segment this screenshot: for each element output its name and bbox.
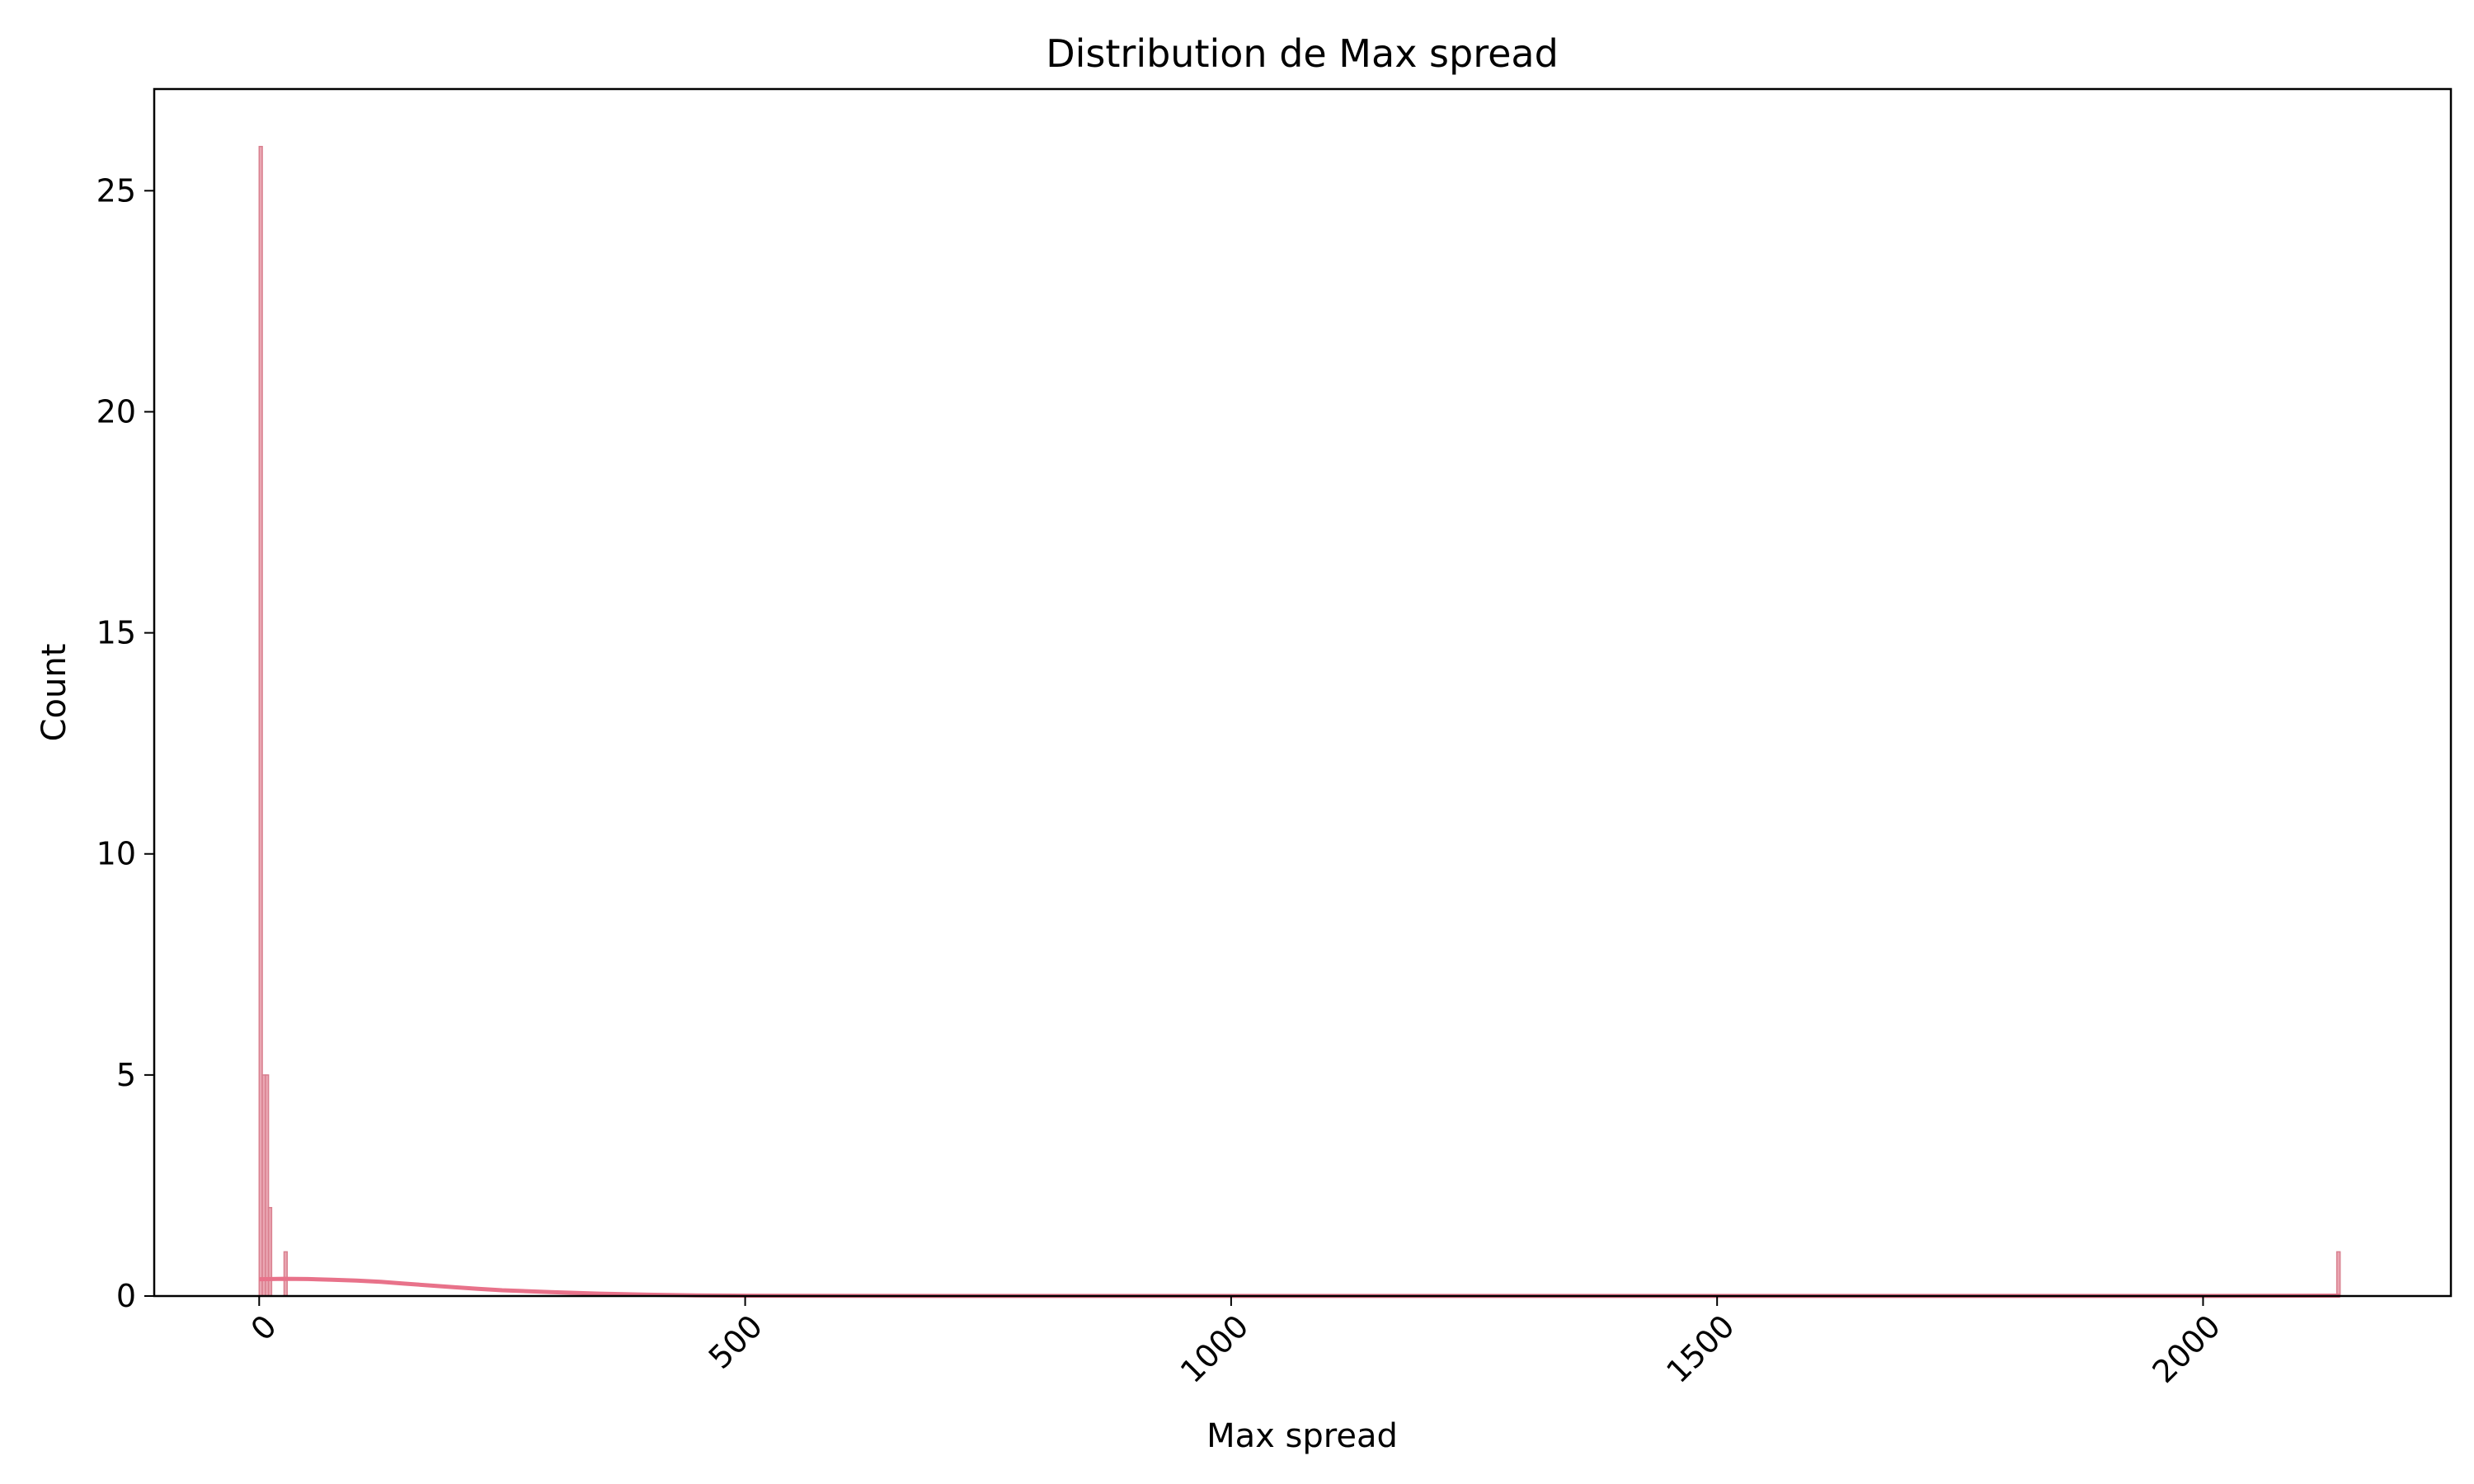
plot-frame — [153, 87, 2453, 1298]
histogram-bar — [283, 1251, 288, 1297]
y-tick-label: 0 — [116, 1278, 136, 1314]
y-tick-label: 15 — [96, 615, 136, 651]
y-tick-label: 5 — [116, 1057, 136, 1093]
y-tick-label: 25 — [96, 172, 136, 209]
y-axis-label: Count — [35, 644, 73, 742]
chart-title: Distribution de Max spread — [1046, 31, 1559, 76]
histogram-bar — [267, 1206, 273, 1297]
y-tick-label: 10 — [96, 836, 136, 872]
histogram-bar — [2335, 1251, 2341, 1297]
y-axis-ticks: 0 5 10 15 20 25 — [96, 172, 154, 1314]
x-axis-label: Max spread — [1206, 1417, 1398, 1455]
histogram-bars — [258, 145, 2341, 1297]
y-tick-label: 20 — [96, 393, 136, 430]
